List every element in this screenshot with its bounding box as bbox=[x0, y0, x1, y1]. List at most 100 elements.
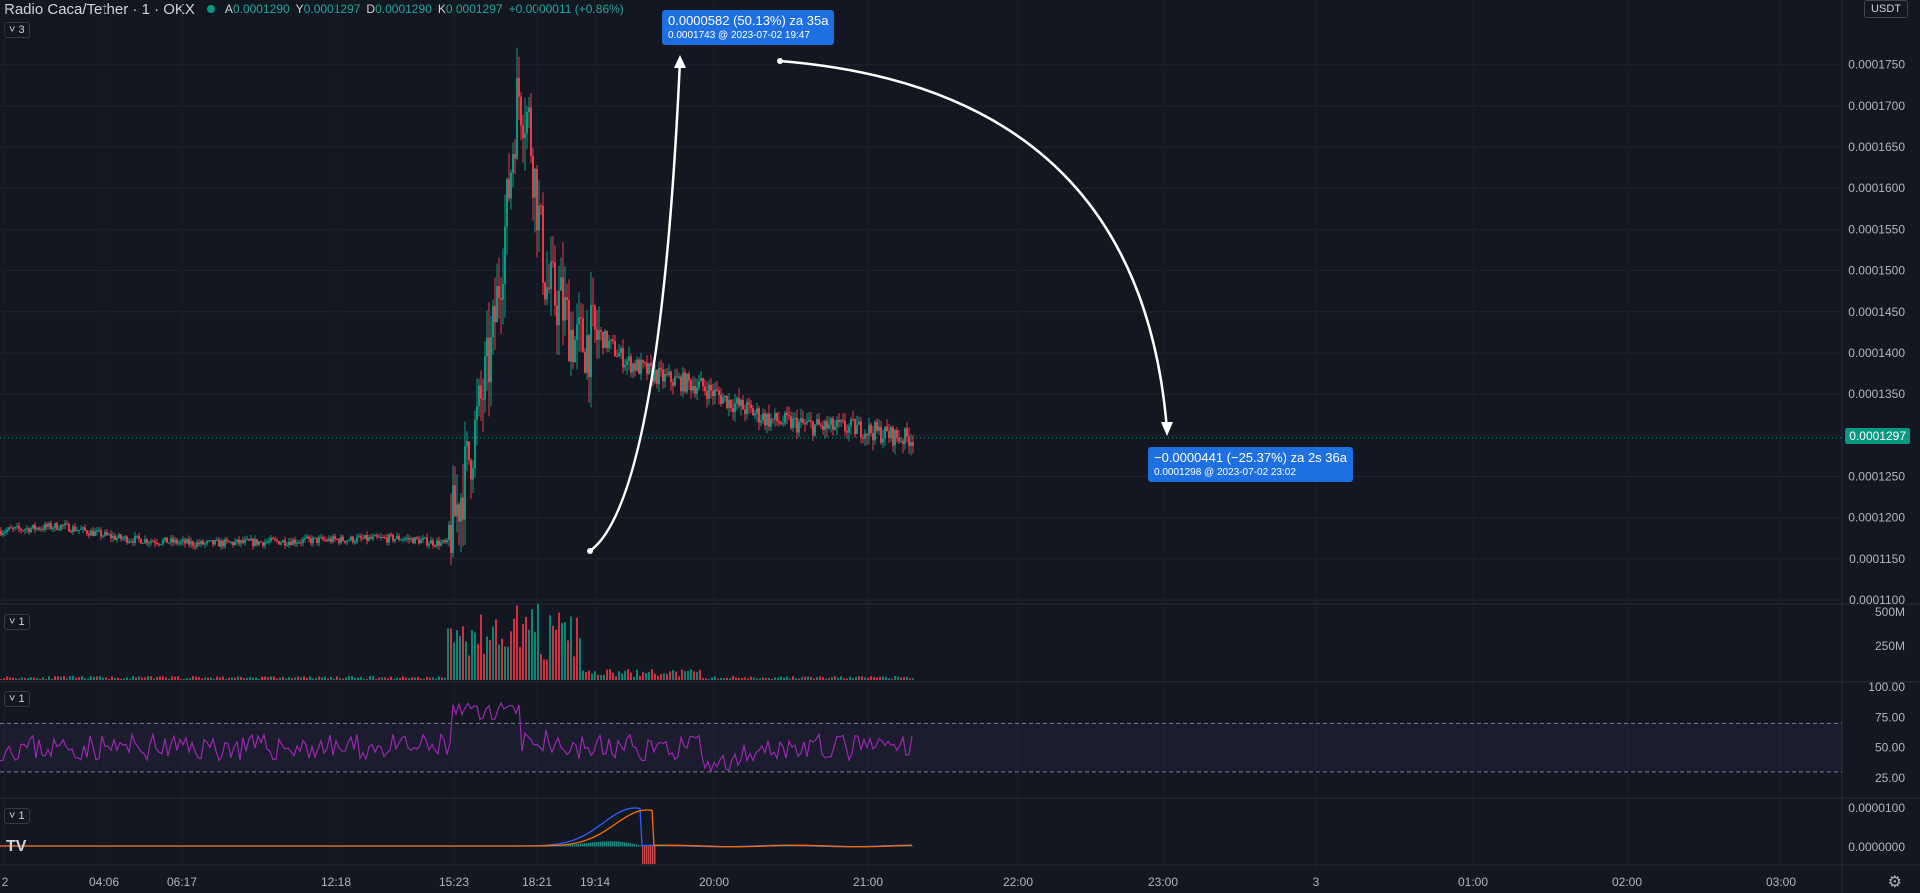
volume-bar bbox=[354, 677, 356, 680]
volume-bar bbox=[831, 677, 833, 680]
candle-body bbox=[132, 541, 134, 543]
volume-bar bbox=[33, 677, 35, 680]
candle-body bbox=[822, 425, 824, 430]
measure-down-change: −0.0000441 (−25.37%) za 2s 36a bbox=[1154, 450, 1347, 465]
candle-body bbox=[160, 543, 162, 545]
volume-bar bbox=[687, 670, 689, 680]
volume-bar bbox=[105, 677, 107, 680]
measure-up-label[interactable]: 0.0000582 (50.13%) za 35a 0.0001743 @ 20… bbox=[662, 10, 835, 45]
rsi-pane-toggle[interactable]: ˅ 1 bbox=[4, 691, 30, 707]
macd-histogram-bar bbox=[596, 842, 598, 847]
candle-body bbox=[138, 535, 140, 539]
macd-histogram-bar bbox=[798, 846, 800, 847]
candle-body bbox=[754, 413, 756, 416]
volume-bar bbox=[84, 677, 86, 680]
volume-bar bbox=[762, 677, 764, 680]
candle-body bbox=[624, 365, 626, 368]
candle-body bbox=[814, 424, 816, 436]
candle-body bbox=[156, 542, 158, 544]
price-axis-tick: 0.0001150 bbox=[1849, 552, 1905, 566]
volume-bar bbox=[372, 676, 374, 680]
macd-histogram-bar bbox=[634, 844, 636, 847]
macd-axis-tick: 0.0000000 bbox=[1848, 840, 1905, 854]
macd-histogram-bar bbox=[606, 841, 608, 847]
candle-body bbox=[20, 528, 22, 531]
candle-body bbox=[200, 540, 202, 545]
candle-body bbox=[214, 540, 216, 545]
macd-histogram-bar bbox=[568, 844, 570, 847]
volume-bar bbox=[723, 678, 725, 680]
measure-down-detail: 0.0001298 @ 2023-07-02 23:02 bbox=[1154, 467, 1296, 478]
symbol-title[interactable]: Radio Caca/Tether · 1 · OKX bbox=[4, 0, 195, 18]
volume-axis-tick: 250M bbox=[1875, 639, 1905, 653]
candle-body bbox=[140, 538, 142, 544]
candle-body bbox=[654, 369, 656, 382]
candle-body bbox=[904, 428, 906, 444]
candle-body bbox=[166, 537, 168, 544]
candle-body bbox=[434, 545, 436, 547]
volume-bar bbox=[519, 646, 521, 680]
candle-body bbox=[326, 539, 328, 542]
currency-button[interactable]: USDT bbox=[1864, 0, 1908, 18]
candle-body bbox=[438, 540, 440, 546]
macd-histogram-bar bbox=[800, 846, 802, 847]
volume-bar bbox=[420, 678, 422, 680]
candle-body bbox=[686, 373, 688, 392]
candle-body bbox=[594, 306, 596, 330]
volume-bar bbox=[279, 677, 281, 680]
candle-body bbox=[188, 539, 190, 545]
volume-pane-toggle[interactable]: ˅ 1 bbox=[4, 614, 30, 630]
candle-body bbox=[40, 528, 42, 530]
candle-body bbox=[706, 390, 708, 399]
candle-body bbox=[496, 286, 498, 323]
candle-body bbox=[92, 530, 94, 536]
rsi-band bbox=[0, 723, 1842, 772]
volume-bar bbox=[726, 677, 728, 680]
volume-bar bbox=[690, 669, 692, 680]
price-axis-tick: 0.0001750 bbox=[1848, 58, 1905, 72]
volume-bar bbox=[297, 676, 299, 680]
candle-body bbox=[402, 539, 404, 541]
volume-bar bbox=[258, 678, 260, 680]
volume-bar bbox=[861, 676, 863, 680]
macd-histogram-bar bbox=[636, 844, 638, 847]
time-axis-tick: 2 bbox=[2, 875, 9, 889]
macd-histogram-bar bbox=[600, 841, 602, 847]
macd-histogram-bar bbox=[670, 846, 672, 847]
candle-body bbox=[564, 296, 566, 321]
candle-body bbox=[524, 133, 526, 139]
volume-bar bbox=[903, 676, 905, 680]
macd-histogram-bar bbox=[560, 845, 562, 847]
volume-bar bbox=[426, 676, 428, 680]
volume-bar bbox=[276, 678, 278, 680]
macd-pane-toggle[interactable]: ˅ 1 bbox=[4, 808, 30, 824]
volume-bar bbox=[21, 677, 23, 680]
candle-body bbox=[16, 526, 18, 528]
volume-bar bbox=[309, 676, 311, 680]
candle-body bbox=[222, 540, 224, 547]
candle-body bbox=[18, 526, 20, 529]
volume-bar bbox=[441, 677, 443, 680]
settings-gear-icon[interactable]: ⚙ bbox=[1887, 874, 1902, 891]
candle-body bbox=[696, 387, 698, 394]
measure-down-label[interactable]: −0.0000441 (−25.37%) za 2s 36a 0.0001298… bbox=[1148, 447, 1353, 482]
candle-body bbox=[52, 527, 54, 529]
macd-histogram-bar bbox=[588, 842, 590, 847]
volume-bar bbox=[477, 643, 479, 680]
candle-body bbox=[110, 534, 112, 539]
indicators-toggle[interactable]: ˅ 3 bbox=[4, 22, 30, 38]
candle-body bbox=[844, 420, 846, 431]
candle-body bbox=[688, 373, 690, 381]
volume-bar bbox=[225, 678, 227, 680]
candle-body bbox=[274, 539, 276, 541]
volume-bar bbox=[702, 678, 704, 680]
volume-bar bbox=[879, 676, 881, 680]
candle-body bbox=[746, 402, 748, 415]
candle-body bbox=[738, 398, 740, 406]
tradingview-logo[interactable]: TV bbox=[6, 838, 27, 855]
volume-bar bbox=[405, 677, 407, 680]
candle-body bbox=[260, 541, 262, 543]
candle-body bbox=[352, 536, 354, 543]
candle-body bbox=[106, 532, 108, 535]
